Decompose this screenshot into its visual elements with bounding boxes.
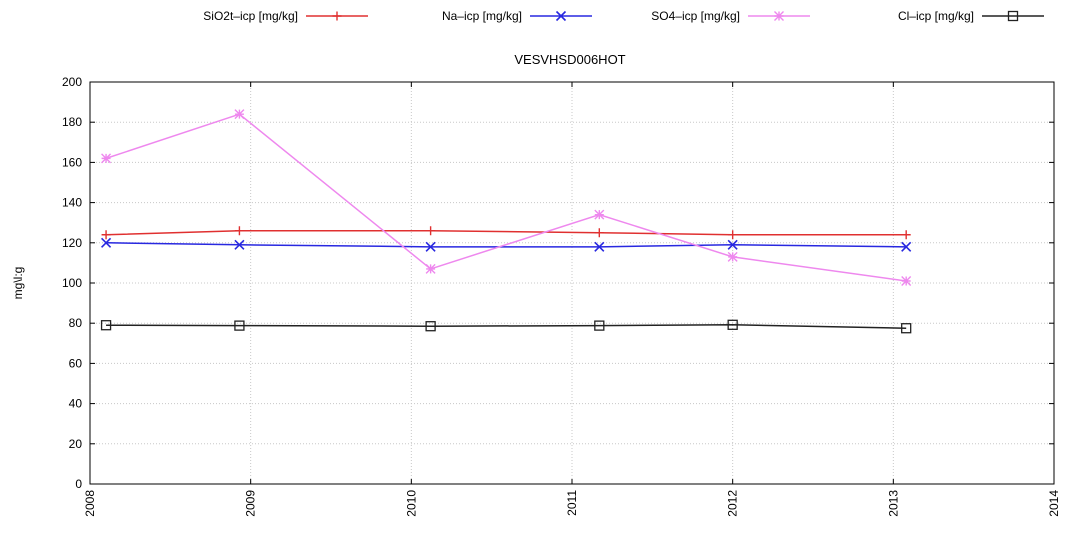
x-tick-label: 2010 (404, 490, 418, 517)
axes: 0 20 40 60 80 100 120 140 160 180 200 2008 2009 2010 2… (62, 75, 1061, 517)
legend-label: SiO2t–icp [mg/kg] (203, 9, 298, 23)
y-tick-label: 140 (62, 196, 82, 210)
y-tick-label: 120 (62, 236, 82, 250)
grid (90, 82, 1054, 484)
legend-item: Cl–icp [mg/kg] (898, 9, 1044, 23)
data-point (727, 251, 738, 262)
legend-marker (774, 11, 784, 21)
data-point (425, 241, 436, 252)
y-tick-label: 160 (62, 155, 82, 169)
y-tick-label: 80 (69, 316, 83, 330)
data-point (425, 321, 436, 332)
legend-label: Cl–icp [mg/kg] (898, 9, 974, 23)
data-point (901, 241, 912, 252)
y-tick-label: 100 (62, 276, 82, 290)
x-tick-label: 2009 (244, 490, 258, 517)
series-line (106, 229, 907, 236)
series-line (106, 324, 907, 329)
series-group (100, 109, 912, 334)
series-square (100, 319, 912, 334)
data-point (901, 323, 912, 334)
x-tick-label: 2008 (83, 490, 97, 517)
data-point (901, 230, 911, 240)
legend-marker (555, 10, 567, 22)
data-point (101, 153, 112, 164)
y-axis-label: mg\l:g (11, 267, 25, 300)
series-cross (101, 237, 912, 252)
series-line (106, 242, 907, 248)
data-point (234, 320, 245, 331)
data-point (101, 230, 111, 240)
series-plus (101, 226, 911, 240)
legend-item: SiO2t–icp [mg/kg] (203, 9, 368, 23)
legend-marker (332, 11, 342, 21)
data-point (728, 230, 738, 240)
x-tick-label: 2013 (886, 490, 900, 517)
y-tick-label: 0 (75, 477, 82, 491)
data-point (234, 226, 244, 236)
legend-item: Na–icp [mg/kg] (442, 9, 592, 23)
y-tick-label: 20 (69, 437, 83, 451)
data-point (100, 320, 112, 331)
x-tick-label: 2011 (565, 490, 579, 516)
data-point (425, 263, 436, 274)
y-tick-label: 200 (62, 75, 82, 89)
data-point (594, 209, 605, 220)
data-point (727, 239, 738, 250)
data-point (594, 241, 605, 252)
legend-marker (1007, 10, 1019, 22)
legend-label: SO4–icp [mg/kg] (651, 9, 740, 23)
legend: SiO2t–icp [mg/kg] Na–icp [mg/kg] SO4–icp [… (203, 9, 1044, 23)
data-point (426, 226, 436, 236)
data-point (594, 228, 604, 238)
data-point (101, 237, 112, 248)
legend-item: SO4–icp [mg/kg] (651, 9, 810, 23)
data-point (234, 239, 245, 250)
y-tick-label: 40 (69, 397, 83, 411)
x-tick-label: 2014 (1047, 490, 1061, 517)
series-star (101, 109, 912, 286)
data-point (594, 320, 605, 331)
series-line (105, 113, 907, 282)
data-point (727, 319, 738, 330)
y-tick-label: 60 (69, 356, 83, 370)
x-tick-label: 2012 (726, 490, 740, 517)
data-point (901, 275, 912, 286)
y-tick-label: 180 (62, 115, 82, 129)
chart-title: VESVHSD006HOT (514, 52, 625, 67)
data-point (234, 109, 245, 120)
legend-label: Na–icp [mg/kg] (442, 9, 522, 23)
